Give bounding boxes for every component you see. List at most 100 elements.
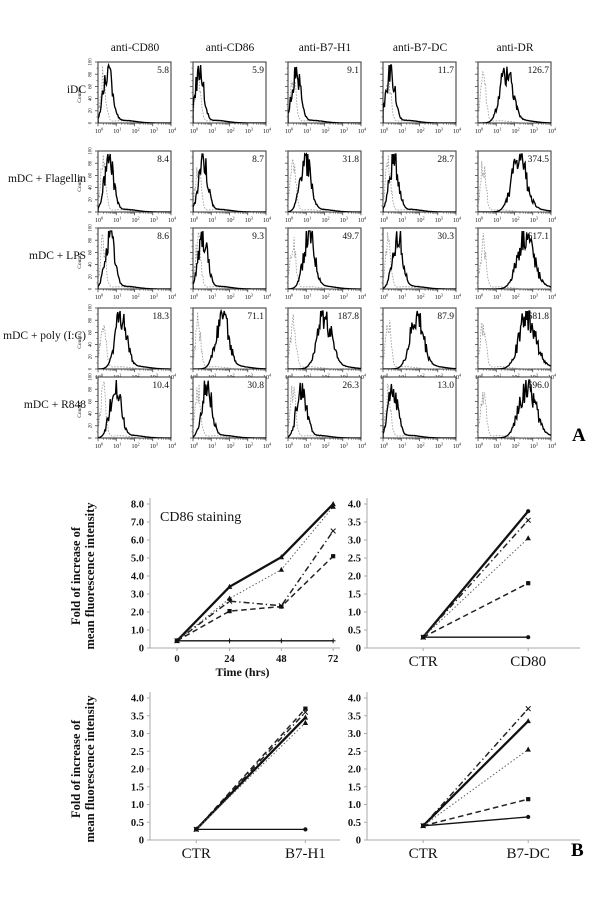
hist-x-tick-label: 104 (358, 293, 367, 301)
hist-x-tick-label: 100 (285, 216, 293, 224)
hist-x-tick-label: 101 (113, 293, 121, 301)
mfi-value: 13.0 (437, 381, 454, 391)
mfi-value: 617.1 (528, 232, 550, 242)
hist-x-tick-label: 104 (453, 127, 462, 135)
histogram-iDC-anti-B7-DC: 100 101 102 103 104 11.7 (380, 61, 462, 135)
y-tick-label: 2.0 (348, 572, 361, 583)
hist-y-tick-label: 80 (89, 317, 94, 323)
mfi-value: 126.7 (528, 66, 550, 76)
hist-x-tick-label: 102 (226, 442, 234, 450)
hist-y-tick-label: 20 (89, 274, 94, 280)
y-tick-label: 3.0 (131, 729, 144, 740)
hist-x-tick-label: 103 (530, 127, 538, 135)
hist-x-tick-label: 103 (340, 293, 348, 301)
y-tick-label: 8.0 (131, 500, 144, 511)
hist-x-tick-label: 100 (95, 127, 103, 135)
hist-x-tick-label: 100 (380, 127, 388, 135)
y-tick-label: 3.5 (348, 518, 361, 529)
y-tick-label: 1.0 (348, 800, 361, 811)
mfi-value: 26.3 (342, 381, 359, 391)
column-header-anti-b7dc: anti-B7-DC (392, 42, 448, 54)
hist-y-tick-label: 40 (89, 96, 94, 102)
hist-y-tick-label: 0 (89, 436, 94, 439)
y-tick-label: 0 (139, 836, 144, 847)
hist-x-tick-label: 102 (511, 216, 519, 224)
mfi-value: 374.5 (528, 155, 550, 165)
x-tick-label: 72 (328, 654, 339, 665)
hist-y-tick-label: 40 (89, 342, 94, 348)
hist-x-tick-label: 104 (263, 293, 272, 301)
hist-y-tick-label: 0 (89, 367, 94, 370)
y-tick-label: 1.0 (131, 626, 144, 637)
row-label-flagellin: mDC + Flagellin (7, 173, 86, 185)
hist-x-tick-label: 101 (208, 293, 216, 301)
mfi-value: 5.8 (157, 66, 169, 76)
column-header-anti-cd80: anti-CD80 (110, 42, 160, 54)
hist-y-tick-label: 100 (89, 224, 94, 232)
series-bold-solid (422, 720, 530, 827)
hist-x-tick-label: 104 (548, 293, 557, 301)
series-bold-solid (422, 510, 530, 638)
hist-x-tick-label: 102 (511, 293, 519, 301)
series-bold-solid (176, 503, 334, 642)
hist-x-tick-label: 104 (453, 373, 462, 381)
hist-x-tick-label: 100 (285, 127, 293, 135)
hist-x-tick-label: 102 (226, 293, 234, 301)
hist-x-tick-label: 101 (303, 127, 311, 135)
series-dotted (195, 722, 306, 830)
hist-x-tick-label: 104 (453, 216, 462, 224)
hist-y-axis-label: Counts (77, 176, 83, 192)
histogram-iDC-anti-B7-H1: 100 101 102 103 104 9.1 (285, 61, 367, 135)
hist-x-tick-label: 100 (380, 442, 388, 450)
hist-x-tick-label: 101 (493, 293, 501, 301)
hist-x-tick-label: 100 (95, 442, 103, 450)
hist-x-tick-label: 101 (493, 216, 501, 224)
hist-x-tick-label: 103 (435, 216, 443, 224)
series-dashed (422, 798, 529, 827)
y-tick-label: 2.0 (348, 765, 361, 776)
mfi-value: 11.7 (438, 66, 455, 76)
hist-x-tick-label: 103 (340, 127, 348, 135)
hist-x-tick-label: 101 (113, 127, 121, 135)
hist-x-tick-label: 104 (168, 293, 177, 301)
y-tick-label: 1.5 (348, 782, 361, 793)
hist-x-tick-label: 103 (530, 293, 538, 301)
mfi-value: 9.1 (347, 66, 359, 76)
y-tick-label: 6.0 (131, 536, 144, 547)
mfi-value: 30.8 (247, 381, 264, 391)
hist-x-tick-label: 100 (475, 442, 483, 450)
hist-x-tick-label: 103 (435, 442, 443, 450)
mfi-value: 31.8 (342, 155, 359, 165)
hist-x-tick-label: 103 (530, 216, 538, 224)
hist-x-tick-label: 100 (285, 293, 293, 301)
hist-x-tick-label: 101 (303, 442, 311, 450)
y-tick-label: 3.5 (348, 711, 361, 722)
hist-x-tick-label: 102 (321, 293, 329, 301)
y-tick-label: 2.0 (131, 608, 144, 619)
y-tick-label: 0 (356, 644, 361, 655)
hist-x-tick-label: 102 (131, 216, 139, 224)
y-tick-label: 2.5 (348, 747, 361, 758)
x-category-label: CTR (409, 846, 438, 862)
row-label-polyic: mDC + poly (I:C) (3, 330, 86, 342)
hist-y-tick-label: 100 (89, 147, 94, 155)
y-tick-label: 2.0 (131, 765, 144, 776)
mfi-value: 87.9 (437, 312, 454, 322)
row-label-lps: mDC + LPS (29, 250, 86, 262)
hist-y-tick-label: 80 (89, 386, 94, 392)
hist-x-tick-label: 104 (548, 442, 557, 450)
y-axis-label-line: mean fluorescence intensity (83, 695, 97, 843)
hist-x-tick-label: 104 (168, 216, 177, 224)
histogram-mDC-LPS-anti-CD86: 100 101 102 103 104 9.3 (190, 227, 272, 301)
y-tick-label: 1.0 (131, 800, 144, 811)
hist-x-tick-label: 103 (150, 127, 158, 135)
hist-x-tick-label: 103 (435, 293, 443, 301)
hist-x-tick-label: 103 (150, 216, 158, 224)
hist-x-tick-label: 103 (245, 127, 253, 135)
hist-x-tick-label: 102 (226, 216, 234, 224)
hist-x-tick-label: 104 (548, 216, 557, 224)
column-header-anti-dr: anti-DR (496, 42, 534, 54)
hist-x-tick-label: 104 (263, 442, 272, 450)
